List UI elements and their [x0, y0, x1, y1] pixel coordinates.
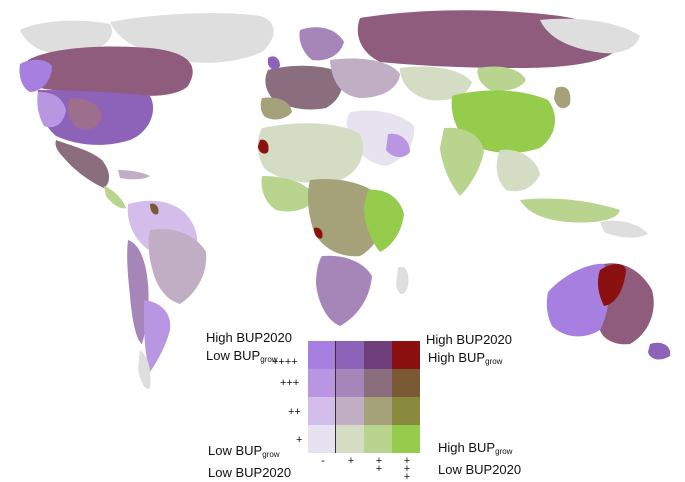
legend-cell-r4-c4	[392, 425, 420, 453]
southern-africa-region	[316, 255, 372, 326]
alaska-region	[19, 59, 52, 92]
legend-cell-r2-c3	[364, 369, 392, 397]
legend-row-label-4: +	[296, 434, 303, 446]
iberia-region	[260, 97, 292, 120]
legend-top-left-label: High BUP2020 Low BUPgrow	[206, 330, 292, 365]
legend-row-label-3: ++	[288, 406, 301, 418]
india-region	[440, 127, 484, 196]
guiana-highlight-region	[150, 203, 159, 215]
argentina-region	[144, 300, 171, 372]
legend-col-tick-glyph: +	[375, 455, 383, 467]
legend-cell-r3-c4	[392, 397, 420, 425]
usa-west-region	[37, 92, 66, 128]
southeast-asia-region	[496, 149, 540, 192]
legend-col-label-1: -	[318, 455, 328, 467]
mongolia-region	[477, 66, 526, 91]
angola-highlight-region	[314, 227, 323, 239]
china-region	[451, 90, 555, 153]
bivariate-legend-grid	[308, 341, 420, 453]
legend-col-label-3: + +	[374, 455, 384, 475]
legend-row-label-2: +++	[280, 377, 300, 389]
legend-col-tick-glyph: +	[403, 471, 411, 482]
western-europe-region	[265, 65, 343, 110]
legend-col-tick-glyph: -	[321, 455, 325, 467]
legend-bottom-left-label: Low BUPgrow Low BUP2020	[208, 443, 292, 480]
legend-bottom-right-label: High BUPgrow Low BUP2020	[438, 440, 522, 477]
west-africa-region	[261, 176, 316, 212]
siberia-east-region	[540, 18, 640, 54]
australia-central-highlight-region	[597, 264, 626, 306]
legend-cell-r1-c2	[336, 341, 364, 369]
madagascar-region	[396, 266, 409, 295]
japan-korea-region	[554, 86, 571, 109]
legend-cell-r1-c4	[392, 341, 420, 369]
patagonia-region	[138, 350, 151, 389]
brazil-region	[148, 228, 207, 304]
mexico-region	[55, 140, 110, 188]
legend-cell-r3-c3	[364, 397, 392, 425]
legend-col-tick-glyph: +	[375, 463, 383, 475]
legend-cell-r4-c2	[336, 425, 364, 453]
legend-cell-r3-c1	[308, 397, 336, 425]
usa-central-region	[67, 98, 102, 130]
new-guinea-region	[600, 220, 648, 238]
kazakhstan-region	[400, 66, 472, 101]
legend-cell-r1-c3	[364, 341, 392, 369]
new-zealand-region	[648, 342, 671, 360]
canada-region	[27, 46, 193, 96]
legend-col-label-4: + + +	[402, 455, 412, 482]
indonesia-region	[520, 198, 620, 223]
scandinavia-region	[299, 27, 344, 61]
australia-west-region	[546, 263, 610, 337]
central-america-region	[104, 186, 126, 209]
legend-col-tick-glyph: +	[347, 455, 355, 467]
morocco-highlight-region	[258, 139, 269, 154]
eastern-europe-region	[330, 58, 400, 98]
legend-cell-r2-c2	[336, 369, 364, 397]
legend-cell-r4-c1	[308, 425, 336, 453]
central-africa-region	[307, 178, 385, 257]
legend-col-tick-glyph: +	[403, 463, 411, 475]
legend-row-label-1: ++++	[272, 356, 298, 368]
legend-cell-r2-c1	[308, 369, 336, 397]
legend-divider-line	[335, 341, 336, 453]
legend-col-label-2: +	[346, 455, 356, 467]
north-africa-region	[257, 123, 364, 183]
arctic-canada-region	[20, 20, 112, 55]
legend-col-tick-glyph: +	[403, 455, 411, 467]
legend-cell-r4-c3	[364, 425, 392, 453]
andes-region	[127, 240, 149, 344]
uk-region	[268, 56, 280, 70]
east-africa-region	[364, 189, 404, 252]
legend-top-right-label: High BUP2020 High BUPgrow	[426, 332, 512, 367]
legend-cell-r3-c2	[336, 397, 364, 425]
legend-cell-r2-c4	[392, 369, 420, 397]
legend-cell-r1-c1	[308, 341, 336, 369]
arabia-highlight-region	[386, 133, 410, 158]
caribbean-region	[118, 170, 150, 180]
